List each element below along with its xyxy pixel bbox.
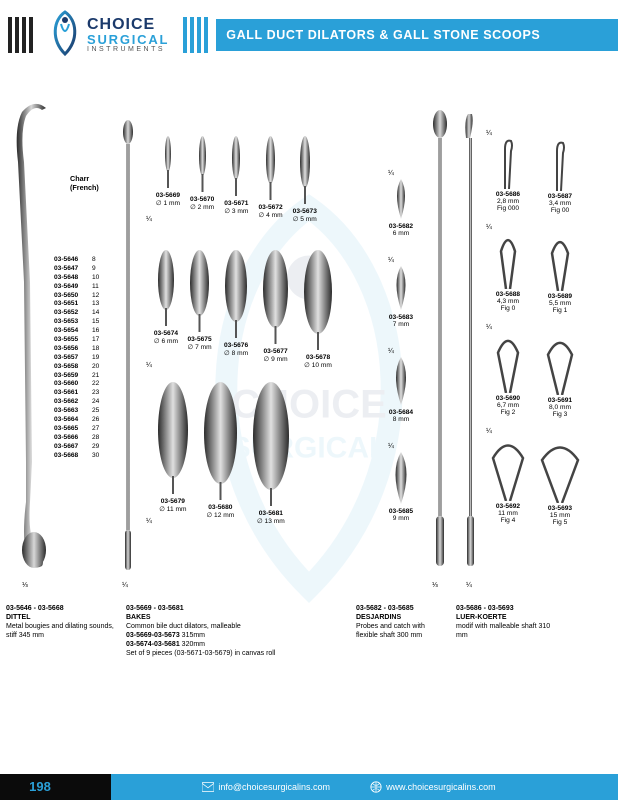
- luer-item: ¼03-56906,7 mmFig 2: [486, 324, 530, 418]
- luer-item: 03-56895,5 mmFig 1: [538, 224, 582, 314]
- page-title: GALL DUCT DILATORS & GALL STONE SCOOPS: [216, 19, 618, 51]
- desjardins-items: ¼03-56826 mm ¼03-56837 mm ¼03-56848 mm ¼03-…: [388, 170, 414, 542]
- luer-instrument-image: [462, 110, 480, 576]
- scale-marker: ¼: [146, 518, 152, 525]
- product-descriptions: 03-5646 - 03-5668 DITTEL Metal bougies a…: [0, 604, 618, 659]
- brand-line1: CHOICE: [87, 17, 169, 33]
- dittel-row: 03-565618: [54, 345, 106, 354]
- logo-icon: [47, 10, 83, 60]
- bakes-row-2: ¼03-5674∅ 6 mm 03-5675∅ 7 mm 03-5676∅ 8 mm…: [146, 248, 336, 369]
- dilator-item: 03-5674∅ 6 mm: [154, 248, 178, 369]
- luer-item: 03-56918,0 mmFig 3: [538, 324, 582, 418]
- brand-logo: CHOICE SURGICAL INSTRUMENTS: [41, 10, 175, 60]
- luer-item: 03-56873,4 mmFig 00: [538, 130, 582, 214]
- page-header: CHOICE SURGICAL INSTRUMENTS GALL DUCT DI…: [0, 0, 618, 70]
- charr-label: Charr (French): [70, 174, 99, 192]
- bakes-instrument-image: [122, 120, 134, 585]
- mail-icon: [202, 781, 214, 793]
- dilator-item: 03-5669∅ 1 mm: [156, 134, 180, 223]
- dittel-row: 03-565820: [54, 363, 106, 372]
- luer-item: ¼03-56884,3 mmFig 0: [486, 224, 530, 314]
- dittel-row: 03-56479: [54, 265, 106, 274]
- luer-item: ¼03-56862,8 mmFig 000: [486, 130, 530, 214]
- dittel-row: 03-566527: [54, 425, 106, 434]
- luer-item: 03-569315 mmFig 5: [538, 428, 582, 526]
- dittel-row: 03-564810: [54, 274, 106, 283]
- brand-line2: SURGICAL: [87, 33, 169, 46]
- dittel-row: 03-565416: [54, 327, 106, 336]
- dittel-desc: 03-5646 - 03-5668 DITTEL Metal bougies a…: [0, 604, 120, 659]
- dilator-item: 03-5676∅ 8 mm: [221, 248, 251, 369]
- dittel-row: 03-566224: [54, 398, 106, 407]
- dittel-row: 03-566830: [54, 452, 106, 461]
- dittel-row: 03-565315: [54, 318, 106, 327]
- dittel-row: 03-566628: [54, 434, 106, 443]
- dilator-item: 03-5678∅ 10 mm: [300, 248, 336, 369]
- footer-email: info@choicesurgicalins.com: [202, 781, 330, 793]
- luer-item: ¼03-569211 mmFig 4: [486, 428, 530, 526]
- page-number: 198: [0, 774, 80, 800]
- dittel-row: 03-566022: [54, 380, 106, 389]
- dittel-size-table: 03-5646803-5647903-56481003-56491103-565…: [54, 256, 106, 460]
- bakes-row-3: ¼03-5679∅ 11 mm03-5680∅ 12 mm03-5681∅ 13…: [146, 380, 293, 525]
- dilator-item: 03-5677∅ 9 mm: [259, 248, 292, 369]
- dilator-item: 03-5673∅ 5 mm: [293, 134, 317, 223]
- dittel-row: 03-565113: [54, 300, 106, 309]
- luer-scale: ¼: [466, 582, 472, 589]
- decor-bars-mid: [175, 17, 216, 53]
- bakes-desc: 03-5669 - 03-5681 BAKES Common bile duct…: [120, 604, 320, 659]
- desjardins-scale: ⅓: [432, 582, 438, 589]
- globe-icon: [370, 781, 382, 793]
- dilator-item: 03-5670∅ 2 mm: [190, 134, 214, 223]
- dittel-row: 03-56468: [54, 256, 106, 265]
- desjardins-instrument-image: [430, 110, 450, 576]
- dittel-instrument-image: [12, 102, 56, 577]
- dittel-row: 03-565214: [54, 309, 106, 318]
- dittel-row: 03-566426: [54, 416, 106, 425]
- brand-line3: INSTRUMENTS: [87, 46, 169, 53]
- desjardins-item: ¼03-56859 mm: [388, 443, 414, 522]
- scale-marker: ¼: [146, 362, 152, 369]
- dittel-row: 03-565719: [54, 354, 106, 363]
- dittel-row: 03-566729: [54, 443, 106, 452]
- desjardins-item: ¼03-56837 mm: [388, 257, 414, 328]
- desjardins-item: ¼03-56826 mm: [388, 170, 414, 237]
- luer-desc: 03-5686 - 03-5693 LUER-KOERTE modif with…: [450, 604, 560, 659]
- dittel-row: 03-565012: [54, 292, 106, 301]
- catalog-content: Charr (French) 03-5646803-5647903-564810…: [0, 70, 618, 750]
- dilator-item: 03-5675∅ 7 mm: [186, 248, 213, 369]
- luer-items-grid: ¼03-56862,8 mmFig 00003-56873,4 mmFig 00…: [486, 130, 582, 526]
- decor-bars-left: [0, 17, 41, 53]
- dittel-row: 03-565517: [54, 336, 106, 345]
- desjardins-desc: 03-5682 - 03-5685 DESJARDINS Probes and …: [350, 604, 450, 659]
- bakes-scale: ¼: [122, 582, 128, 589]
- dilator-item: 03-5680∅ 12 mm: [200, 380, 241, 525]
- scale-marker: ¼: [146, 216, 152, 223]
- dilator-item: 03-5671∅ 3 mm: [224, 134, 248, 223]
- desjardins-item: ¼03-56848 mm: [388, 348, 414, 423]
- page-footer: 198 info@choicesurgicalins.com www.choic…: [0, 774, 618, 800]
- dilator-item: 03-5672∅ 4 mm: [258, 134, 282, 223]
- dittel-row: 03-566325: [54, 407, 106, 416]
- dilator-item: 03-5681∅ 13 mm: [249, 380, 293, 525]
- dittel-row: 03-566123: [54, 389, 106, 398]
- dilator-item: 03-5679∅ 11 mm: [154, 380, 192, 525]
- dittel-row: 03-565921: [54, 372, 106, 381]
- dittel-scale: ⅓: [22, 582, 28, 589]
- dittel-row: 03-564911: [54, 283, 106, 292]
- footer-web: www.choicesurgicalins.com: [370, 781, 496, 793]
- bakes-row-1: ¼ 03-5669∅ 1 mm 03-5670∅ 2 mm 03-5671∅ 3 mm…: [146, 134, 317, 223]
